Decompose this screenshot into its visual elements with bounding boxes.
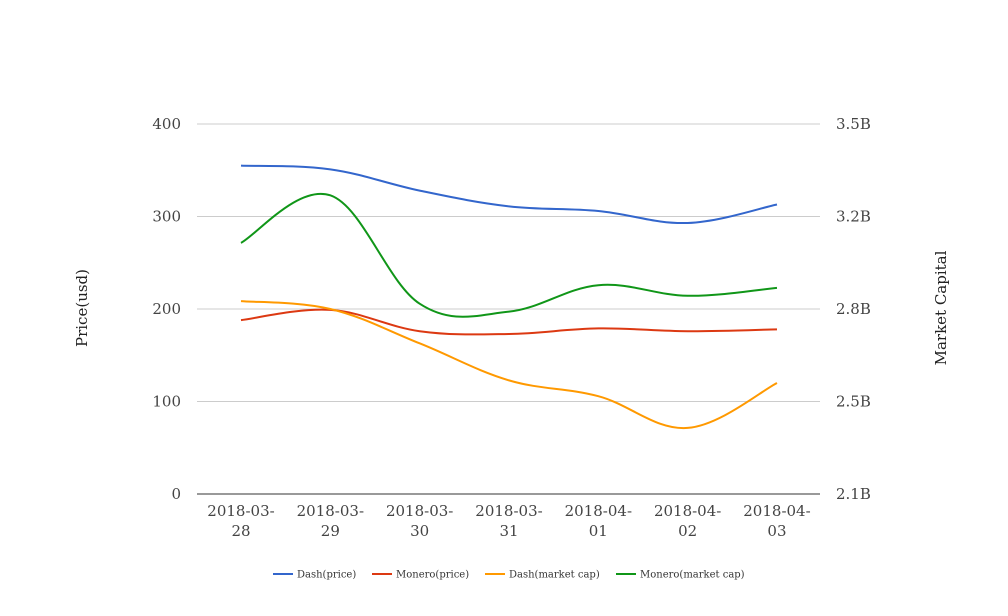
left-y-tick-label: 0: [171, 485, 181, 503]
legend-item-monero-market-cap: Monero(market cap): [616, 570, 745, 581]
left-y-tick-label: 100: [152, 393, 181, 411]
right-y-tick-label: 3.5B: [836, 115, 871, 133]
left-y-tick-label: 400: [152, 115, 181, 133]
x-tick-label: 2018-04-01: [565, 502, 632, 540]
x-tick-label: 2018-03-29: [297, 502, 364, 540]
x-tick-label: 2018-03-28: [207, 502, 274, 540]
right-y-tick-label: 2.1B: [836, 485, 871, 503]
right-y-tick-label: 3.2B: [836, 208, 871, 226]
right-y-tick-label: 2.8B: [836, 300, 871, 318]
right-y-axis: 2.1B 2.5B 2.8B 3.2B 3.5B: [836, 115, 871, 503]
right-y-axis-title: Market Capital: [932, 250, 950, 365]
series-line-monero-market-cap: [240, 192, 778, 318]
legend: Dash(price) Monero(price) Dash(market cap)…: [273, 570, 745, 581]
x-tick-label: 2018-04-02: [654, 502, 721, 540]
right-y-tick-label: 2.5B: [836, 393, 871, 411]
series-line-monero-price: [240, 308, 778, 336]
legend-item-monero-price: Monero(price): [372, 570, 469, 581]
legend-label: Dash(market cap): [509, 570, 600, 581]
series-line-dash-price: [240, 164, 778, 224]
left-y-tick-label: 200: [152, 300, 181, 318]
x-axis: 2018-03-28 2018-03-29 2018-03-30 2018-03-31…: [207, 502, 810, 540]
legend-label: Monero(price): [396, 570, 469, 581]
series-lines: [240, 164, 778, 429]
left-y-axis: 0 100 200 300 400: [152, 115, 181, 503]
left-y-axis-title: Price(usd): [73, 269, 91, 347]
x-tick-label: 2018-04-03: [743, 502, 810, 540]
left-y-tick-label: 300: [152, 208, 181, 226]
legend-item-dash-market-cap: Dash(market cap): [485, 570, 600, 581]
legend-label: Dash(price): [297, 570, 356, 581]
gridlines: [197, 123, 820, 402]
x-tick-label: 2018-03-30: [386, 502, 453, 540]
legend-label: Monero(market cap): [640, 570, 745, 581]
series-line-dash-market-cap: [240, 300, 778, 429]
x-tick-label: 2018-03-31: [475, 502, 542, 540]
legend-item-dash-price: Dash(price): [273, 570, 356, 581]
